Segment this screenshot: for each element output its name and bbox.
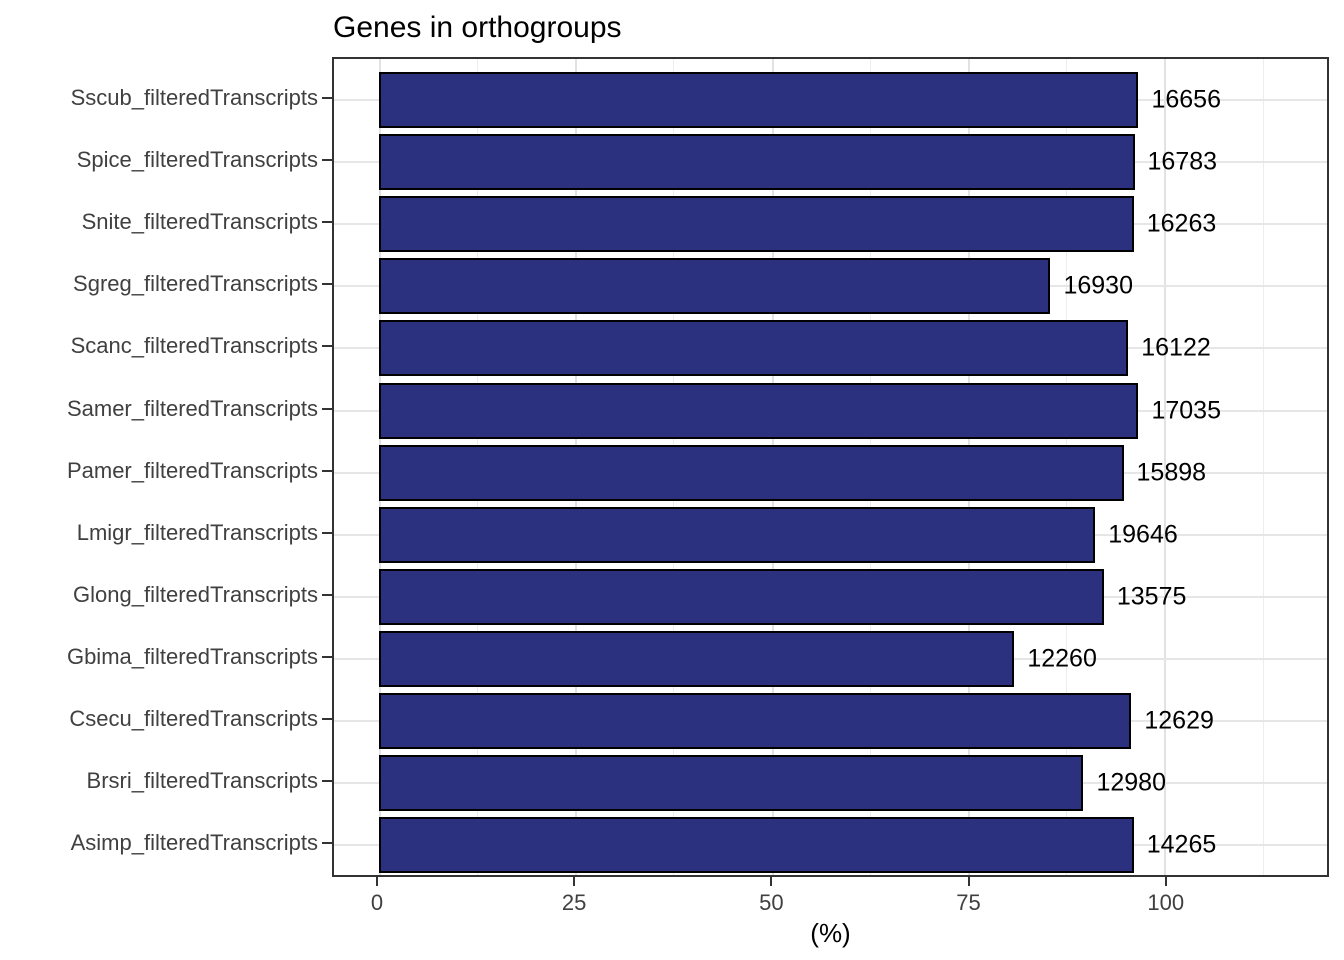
y-axis-tick <box>322 655 332 658</box>
bar-value-label: 16656 <box>1151 85 1221 114</box>
y-axis-label: Glong_filteredTranscripts <box>73 581 318 607</box>
bar-value-label: 16263 <box>1146 209 1217 238</box>
bar <box>378 568 1104 625</box>
bar-value-label: 13575 <box>1116 582 1187 611</box>
y-axis-tick <box>322 407 332 410</box>
gridline-vertical-minor <box>1262 59 1264 875</box>
bar-value-label: 12260 <box>1027 644 1097 673</box>
x-axis-tick <box>375 877 378 886</box>
bar <box>378 444 1124 501</box>
bar <box>378 196 1134 253</box>
y-axis-label: Samer_filteredTranscripts <box>66 395 318 421</box>
y-axis-label: Sgreg_filteredTranscripts <box>73 271 318 297</box>
bar <box>378 506 1096 563</box>
y-axis-tick <box>322 469 332 472</box>
y-axis-label: Scanc_filteredTranscripts <box>70 333 318 359</box>
y-axis-label: Spice_filteredTranscripts <box>76 147 318 173</box>
y-axis-label: Snite_filteredTranscripts <box>81 209 318 235</box>
y-axis-label: Brsri_filteredTranscripts <box>86 768 318 794</box>
chart-title: Genes in orthogroups <box>333 11 622 44</box>
bar-value-label: 16930 <box>1063 271 1133 300</box>
y-axis-label: Lmigr_filteredTranscripts <box>76 519 318 545</box>
bar <box>378 320 1129 377</box>
y-axis-tick <box>322 159 332 162</box>
y-axis-label: Sscub_filteredTranscripts <box>70 85 318 110</box>
y-axis-tick <box>322 593 332 596</box>
bar <box>378 630 1015 687</box>
x-axis-tick <box>573 877 576 886</box>
gridline-vertical-major <box>1164 59 1167 875</box>
y-axis-tick <box>322 531 332 534</box>
x-axis-tick-label: 50 <box>759 890 784 915</box>
bar-value-label: 16783 <box>1147 147 1218 176</box>
x-axis-tick-label: 100 <box>1147 890 1185 915</box>
y-axis-tick <box>322 221 332 224</box>
y-axis-tick <box>322 97 332 99</box>
bar <box>378 693 1132 749</box>
bar <box>378 755 1084 812</box>
x-axis-tick-label: 75 <box>956 890 981 915</box>
y-axis-label: Asimp_filteredTranscripts <box>70 830 318 856</box>
y-axis-tick <box>322 842 332 845</box>
y-axis-label: Pamer_filteredTranscripts <box>66 457 318 483</box>
x-axis-title: (%) <box>810 918 851 948</box>
bar <box>378 817 1134 874</box>
y-axis-tick <box>322 718 332 720</box>
bar <box>378 258 1051 315</box>
bar <box>378 72 1139 128</box>
bar <box>378 382 1139 439</box>
x-axis-tick <box>770 877 773 886</box>
bar-value-label: 15898 <box>1136 458 1207 487</box>
y-axis-label: Gbima_filteredTranscripts <box>66 643 318 669</box>
bar-value-label: 19646 <box>1108 520 1178 549</box>
bar-value-label: 16122 <box>1141 333 1211 362</box>
y-axis-tick <box>322 780 332 783</box>
x-axis-tick-label: 25 <box>561 890 587 915</box>
bar <box>378 134 1135 191</box>
bar-value-label: 12980 <box>1096 768 1166 797</box>
x-axis-tick <box>967 877 970 886</box>
bar-value-label: 17035 <box>1151 396 1221 424</box>
plot-panel: 16656 16783 16263 16930 16122 17035 15898 19646… <box>332 57 1329 877</box>
bar-value-label: 14265 <box>1146 830 1217 859</box>
y-axis-tick <box>322 345 332 348</box>
y-axis-label: Csecu_filteredTranscripts <box>69 706 318 731</box>
x-axis-tick-label: 0 <box>370 890 384 915</box>
y-axis-tick <box>322 283 332 286</box>
x-axis-tick <box>1164 877 1167 886</box>
bar-value-label: 12629 <box>1144 706 1214 735</box>
